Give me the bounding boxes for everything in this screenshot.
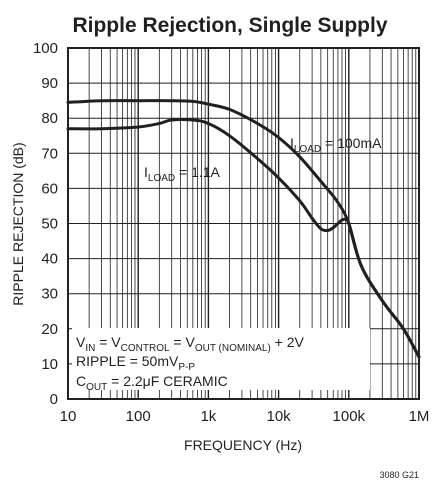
x-tick-labels: 10 100 1k 10k 100k 1M	[60, 408, 430, 425]
series-label-100ma: ILOAD = 100mA	[290, 135, 382, 155]
y-axis-label: RIPPLE REJECTION (dB)	[10, 142, 26, 305]
y-tick-label: 70	[41, 145, 58, 162]
y-tick-label: 100	[33, 40, 58, 57]
y-tick-label: 20	[41, 321, 58, 338]
series-label-1-1a: ILOAD = 1.1A	[144, 164, 221, 184]
y-tick-label: 60	[41, 180, 58, 197]
annotation-box-bg	[72, 328, 370, 390]
chart-title: Ripple Rejection, Single Supply	[72, 14, 387, 37]
plot-frame	[67, 47, 420, 400]
y-tick-label: 40	[41, 251, 58, 268]
y-tick-label: 0	[50, 391, 58, 408]
series-line-1-1a	[66, 118, 421, 359]
y-tick-label: 90	[41, 75, 58, 92]
x-tick-label: 10	[60, 408, 77, 425]
x-tick-label: 10k	[267, 408, 292, 425]
y-tick-labels: 0 10 20 30 40 50 60 70 80 90 100	[33, 40, 58, 408]
y-tick-label: 30	[41, 286, 58, 303]
annotation-line-3: COUT = 2.2μF CERAMIC	[76, 373, 228, 393]
series-lines	[66, 99, 421, 359]
annotation-line-1: VIN = VCONTROL = VOUT (NOMINAL) + 2V	[76, 334, 305, 354]
x-tick-label: 100k	[333, 408, 366, 425]
y-tick-label: 10	[41, 356, 58, 373]
y-tick-label: 80	[41, 110, 58, 127]
y-tick-label: 50	[41, 216, 58, 233]
x-tick-label: 1M	[409, 408, 430, 425]
x-tick-label: 1k	[200, 408, 216, 425]
x-axis-label: FREQUENCY (Hz)	[184, 437, 302, 453]
annotation-line-2: RIPPLE = 50mVP-P	[76, 353, 195, 373]
x-tick-label: 100	[126, 408, 151, 425]
figure-code: 3080 G21	[379, 470, 419, 480]
